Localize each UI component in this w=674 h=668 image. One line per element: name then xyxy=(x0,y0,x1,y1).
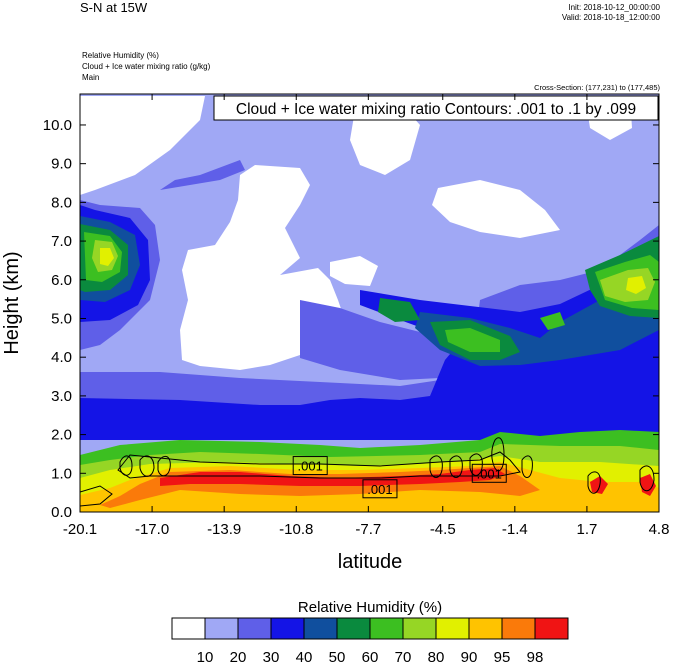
colorbar-swatch xyxy=(435,617,470,640)
field-label-rh: Relative Humidity (%) xyxy=(82,51,159,60)
chart-title-box xyxy=(213,95,659,121)
rh-region-dry-upper-mid xyxy=(350,108,420,175)
colorbar-level-label: 50 xyxy=(329,649,346,666)
contour-label-box xyxy=(292,456,328,476)
colorbar-title: Relative Humidity (%) xyxy=(298,599,442,616)
rh-band-80-90-blob-left xyxy=(100,248,114,266)
colorbar-swatch xyxy=(336,617,371,640)
contour-label: .001 xyxy=(298,459,323,474)
valid-time: Valid: 2018-10-18_12:00:00 xyxy=(562,13,661,22)
rh-band-bl-red-right xyxy=(590,476,608,494)
colorbar-level-label: 40 xyxy=(296,649,313,666)
rh-band-50-60-low-mid xyxy=(378,298,420,322)
x-tick-label: -10.8 xyxy=(279,521,313,538)
x-tick-label: -20.1 xyxy=(63,521,97,538)
y-tick-label: 8.0 xyxy=(51,194,72,211)
contour-label: .001 xyxy=(477,466,502,481)
contour-label-box xyxy=(362,479,398,499)
colorbar-swatch xyxy=(237,617,272,640)
contour-label: .001 xyxy=(367,482,392,497)
colorbar-level-label: 90 xyxy=(461,649,478,666)
y-tick-label: 1.0 xyxy=(51,465,72,482)
y-axis-label: Height (km) xyxy=(1,251,23,354)
contour-label-box xyxy=(471,463,507,483)
y-tick-label: 9.0 xyxy=(51,156,72,173)
rh-band-30-40-lower xyxy=(80,245,659,440)
cloud-ice-contours xyxy=(80,437,655,507)
colorbar-level-label: 70 xyxy=(395,649,412,666)
rh-band-20-30-central xyxy=(300,300,470,380)
x-tick-label: 1.7 xyxy=(576,521,597,538)
colorbar-level-label: 95 xyxy=(494,649,511,666)
rh-region-dry-mid-right xyxy=(330,256,378,286)
colorbar-swatch xyxy=(204,617,239,640)
colorbar-swatch xyxy=(171,617,206,640)
field-label-cloud-ice: Cloud + Ice water mixing ratio (g/kg) xyxy=(82,62,211,71)
colorbar-swatch xyxy=(369,617,404,640)
init-time: Init: 2018-10-12_00:00:00 xyxy=(568,3,660,12)
colorbar-swatch xyxy=(402,617,437,640)
x-tick-label: -17.0 xyxy=(135,521,169,538)
y-axis: 0.0 1.0 2.0 3.0 4.0 5.0 6.0 7.0 8.0 9.0 10.0 xyxy=(43,117,659,521)
chart-header-title: S-N at 15W xyxy=(80,0,148,15)
rh-region-dry-upper-left xyxy=(80,96,205,195)
y-tick-label: 0.0 xyxy=(51,504,72,521)
rh-band-60-70-low-right xyxy=(540,312,565,330)
rh-filled-contours xyxy=(80,94,659,512)
colorbar-level-label: 20 xyxy=(230,649,247,666)
rh-region-dry-upper-right-2 xyxy=(432,180,560,238)
colorbar-level-label: 80 xyxy=(428,649,445,666)
x-tick-label: -7.7 xyxy=(355,521,381,538)
rh-band-80-90-blob-right xyxy=(626,276,646,294)
y-tick-label: 10.0 xyxy=(43,117,72,134)
chart-title: Cloud + Ice water mixing ratio Contours:… xyxy=(236,101,636,118)
y-tick-label: 3.0 xyxy=(51,388,72,405)
colorbar-level-label: 98 xyxy=(527,649,544,666)
colorbar-level-label: 30 xyxy=(263,649,280,666)
rh-band-20-30-upper xyxy=(160,160,245,190)
rh-band-bl-red xyxy=(160,468,505,486)
x-axis-label: latitude xyxy=(338,551,403,573)
x-tick-label: -4.5 xyxy=(430,521,456,538)
colorbar-level-label: 10 xyxy=(197,649,214,666)
colorbar-swatch xyxy=(303,617,338,640)
colorbar-swatch xyxy=(468,617,503,640)
colorbar: 10 20 30 40 50 60 70 80 90 95 98 xyxy=(171,617,569,666)
y-tick-label: 7.0 xyxy=(51,233,72,250)
field-label-main: Main xyxy=(82,73,99,82)
contour-label-layer: .001 .001 .001 xyxy=(292,456,507,499)
rh-band-60-70-mid xyxy=(445,328,500,352)
cross-section-info: Cross-Section: (177,231) to (177,485) xyxy=(534,83,660,92)
y-tick-label: 5.0 xyxy=(51,310,72,327)
colorbar-swatch xyxy=(501,617,536,640)
y-tick-label: 2.0 xyxy=(51,427,72,444)
plot-border xyxy=(79,93,660,513)
colorbar-swatch xyxy=(534,617,569,640)
x-axis: -20.1 -17.0 -13.9 -10.8 -7.7 -4.5 -1.4 1.7 4.8 xyxy=(63,94,670,538)
colorbar-swatch xyxy=(270,617,305,640)
y-tick-label: 6.0 xyxy=(51,272,72,289)
x-tick-label: 4.8 xyxy=(649,521,670,538)
y-tick-label: 4.0 xyxy=(51,349,72,366)
x-tick-label: -13.9 xyxy=(207,521,241,538)
colorbar-level-label: 60 xyxy=(362,649,379,666)
x-tick-label: -1.4 xyxy=(502,521,528,538)
